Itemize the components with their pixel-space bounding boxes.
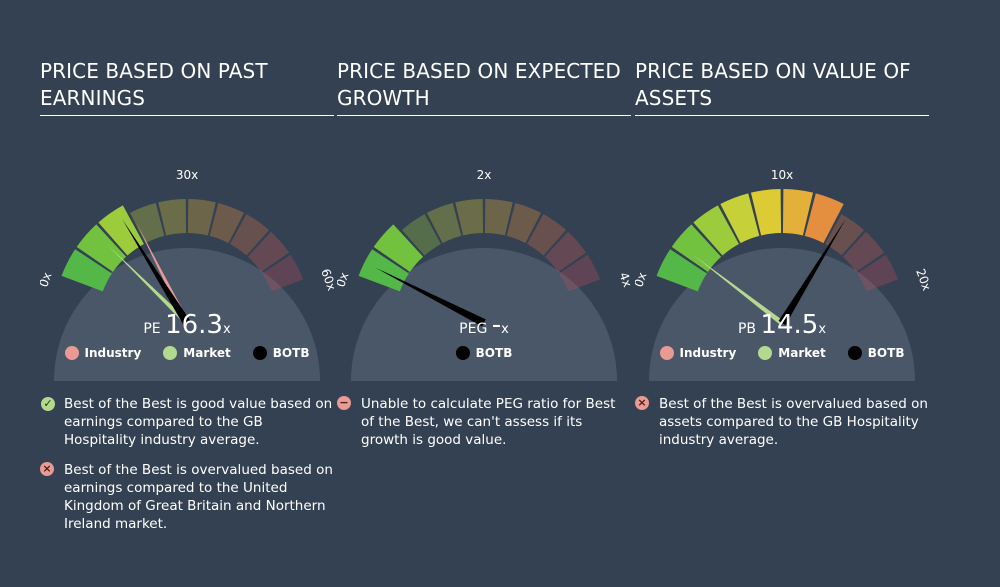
metric-unit: x bbox=[223, 322, 231, 337]
gauge-segment bbox=[262, 254, 304, 292]
gauge-segment bbox=[247, 231, 290, 272]
notes: − Unable to calculate PEG ratio for Best … bbox=[337, 395, 631, 461]
metric-label: PEG bbox=[459, 321, 492, 337]
company-dot bbox=[455, 346, 470, 360]
gauge-segment bbox=[76, 224, 127, 272]
gauge-segment bbox=[842, 231, 885, 272]
tick-label: 4x bbox=[616, 270, 631, 289]
note: × Best of the Best is overvalued based on… bbox=[635, 395, 929, 449]
gauge-segment bbox=[720, 193, 760, 244]
industry-needle bbox=[136, 223, 190, 325]
gauge-segment bbox=[857, 254, 899, 292]
gauge-segment bbox=[401, 214, 441, 256]
gauge-segment bbox=[506, 203, 542, 244]
metric-readout: PE 16.3x bbox=[143, 310, 231, 340]
gauge-segment bbox=[230, 214, 270, 256]
tick-label: 0x bbox=[40, 270, 55, 289]
peg-gauge: 0x 2x 4x PEG -x bbox=[337, 168, 631, 381]
tick-label: 2x bbox=[477, 168, 492, 182]
gauge-segment bbox=[358, 249, 409, 292]
panel-title: PRICE BASED ON PAST EARNINGS bbox=[40, 58, 334, 116]
industry-dot bbox=[64, 346, 79, 360]
market-needle bbox=[693, 254, 784, 325]
legend-industry: Industry bbox=[659, 346, 736, 360]
tick-label: 10x bbox=[771, 168, 793, 182]
cross-icon: × bbox=[635, 396, 649, 410]
panel-title: PRICE BASED ON EXPECTED GROWTH bbox=[337, 58, 631, 116]
gauge-segment bbox=[187, 199, 216, 236]
metric-readout: PEG -x bbox=[459, 310, 509, 340]
metric-unit: x bbox=[818, 322, 826, 337]
note: − Unable to calculate PEG ratio for Best … bbox=[337, 395, 631, 449]
gauge-segment bbox=[61, 249, 112, 292]
minus-icon: − bbox=[337, 396, 351, 410]
legend-market: Market bbox=[758, 346, 826, 360]
pb-panel: 0x 10x 20x PB 14.5x PRICE BASED ON VALUE OF… bbox=[635, 0, 929, 587]
metric-readout: PB 14.5x bbox=[738, 310, 826, 340]
metric-unit: x bbox=[501, 322, 509, 337]
gauge-segment bbox=[373, 224, 424, 272]
gauge-segment bbox=[544, 231, 587, 272]
gauge-face bbox=[351, 248, 617, 381]
gauge-segment bbox=[693, 205, 739, 256]
note: ✓ Best of the Best is good value based on… bbox=[40, 395, 334, 449]
check-icon: ✓ bbox=[40, 396, 56, 412]
legend-company: BOTB bbox=[252, 346, 309, 360]
legend-company: BOTB bbox=[847, 346, 904, 360]
metric-value: 16.3 bbox=[165, 310, 223, 340]
industry-dot bbox=[659, 346, 674, 360]
market-needle bbox=[107, 244, 189, 325]
market-dot bbox=[758, 346, 773, 360]
gauge-segment bbox=[426, 203, 462, 244]
gauge-segment bbox=[750, 189, 782, 236]
metric-label: PE bbox=[143, 321, 165, 337]
panel-title: PRICE BASED ON VALUE OF ASSETS bbox=[635, 58, 929, 116]
note: × Best of the Best is overvalued based on… bbox=[40, 461, 334, 533]
gauge-segment bbox=[455, 199, 484, 236]
pe-gauge: 0x 30x 60x PE 16.3x bbox=[40, 168, 334, 381]
gauge-segment bbox=[209, 203, 245, 244]
gauge-segment bbox=[484, 199, 513, 236]
tick-label: 0x bbox=[635, 270, 650, 289]
legend-industry: Industry bbox=[64, 346, 141, 360]
peg-panel: 0x 2x 4x PEG -x PRICE BASED ON EXPECTED GRO… bbox=[337, 0, 631, 587]
company-dot bbox=[847, 346, 862, 360]
metric-label: PB bbox=[738, 321, 761, 337]
tick-label: 60x bbox=[318, 267, 334, 293]
legend: Industry Market BOTB bbox=[635, 346, 929, 360]
gauge-segment bbox=[559, 254, 601, 292]
gauge-segment bbox=[98, 205, 144, 256]
metric-value: - bbox=[492, 310, 501, 340]
gauge-segment bbox=[782, 189, 814, 236]
pe-panel: 0x 30x 60x PE 16.3x PRICE BASED ON PAST EAR… bbox=[40, 0, 334, 587]
tick-label: 30x bbox=[176, 168, 198, 182]
gauge-segment bbox=[527, 214, 567, 256]
gauge-segment bbox=[804, 193, 844, 244]
gauge-segment bbox=[656, 249, 707, 292]
market-dot bbox=[163, 346, 178, 360]
company-needle bbox=[375, 267, 486, 327]
legend-company: BOTB bbox=[455, 346, 512, 360]
legend: BOTB bbox=[337, 346, 631, 360]
company-dot bbox=[252, 346, 267, 360]
notes: × Best of the Best is overvalued based on… bbox=[635, 395, 929, 461]
legend: Industry Market BOTB bbox=[40, 346, 334, 360]
gauge-segment bbox=[825, 214, 865, 256]
tick-label: 0x bbox=[337, 270, 352, 289]
tick-label: 20x bbox=[913, 267, 929, 293]
company-needle bbox=[778, 218, 846, 326]
legend-market: Market bbox=[163, 346, 231, 360]
gauge-segment bbox=[129, 203, 165, 244]
cross-icon: × bbox=[40, 462, 54, 476]
notes: ✓ Best of the Best is good value based on… bbox=[40, 395, 334, 545]
gauge-segment bbox=[158, 199, 187, 236]
metric-value: 14.5 bbox=[760, 310, 818, 340]
gauge-segment bbox=[671, 224, 722, 272]
company-needle bbox=[122, 219, 191, 326]
